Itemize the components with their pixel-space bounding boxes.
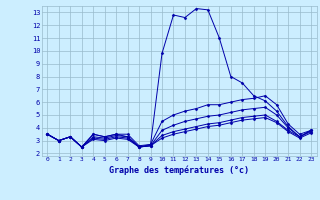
X-axis label: Graphe des températures (°c): Graphe des températures (°c) [109,165,249,175]
